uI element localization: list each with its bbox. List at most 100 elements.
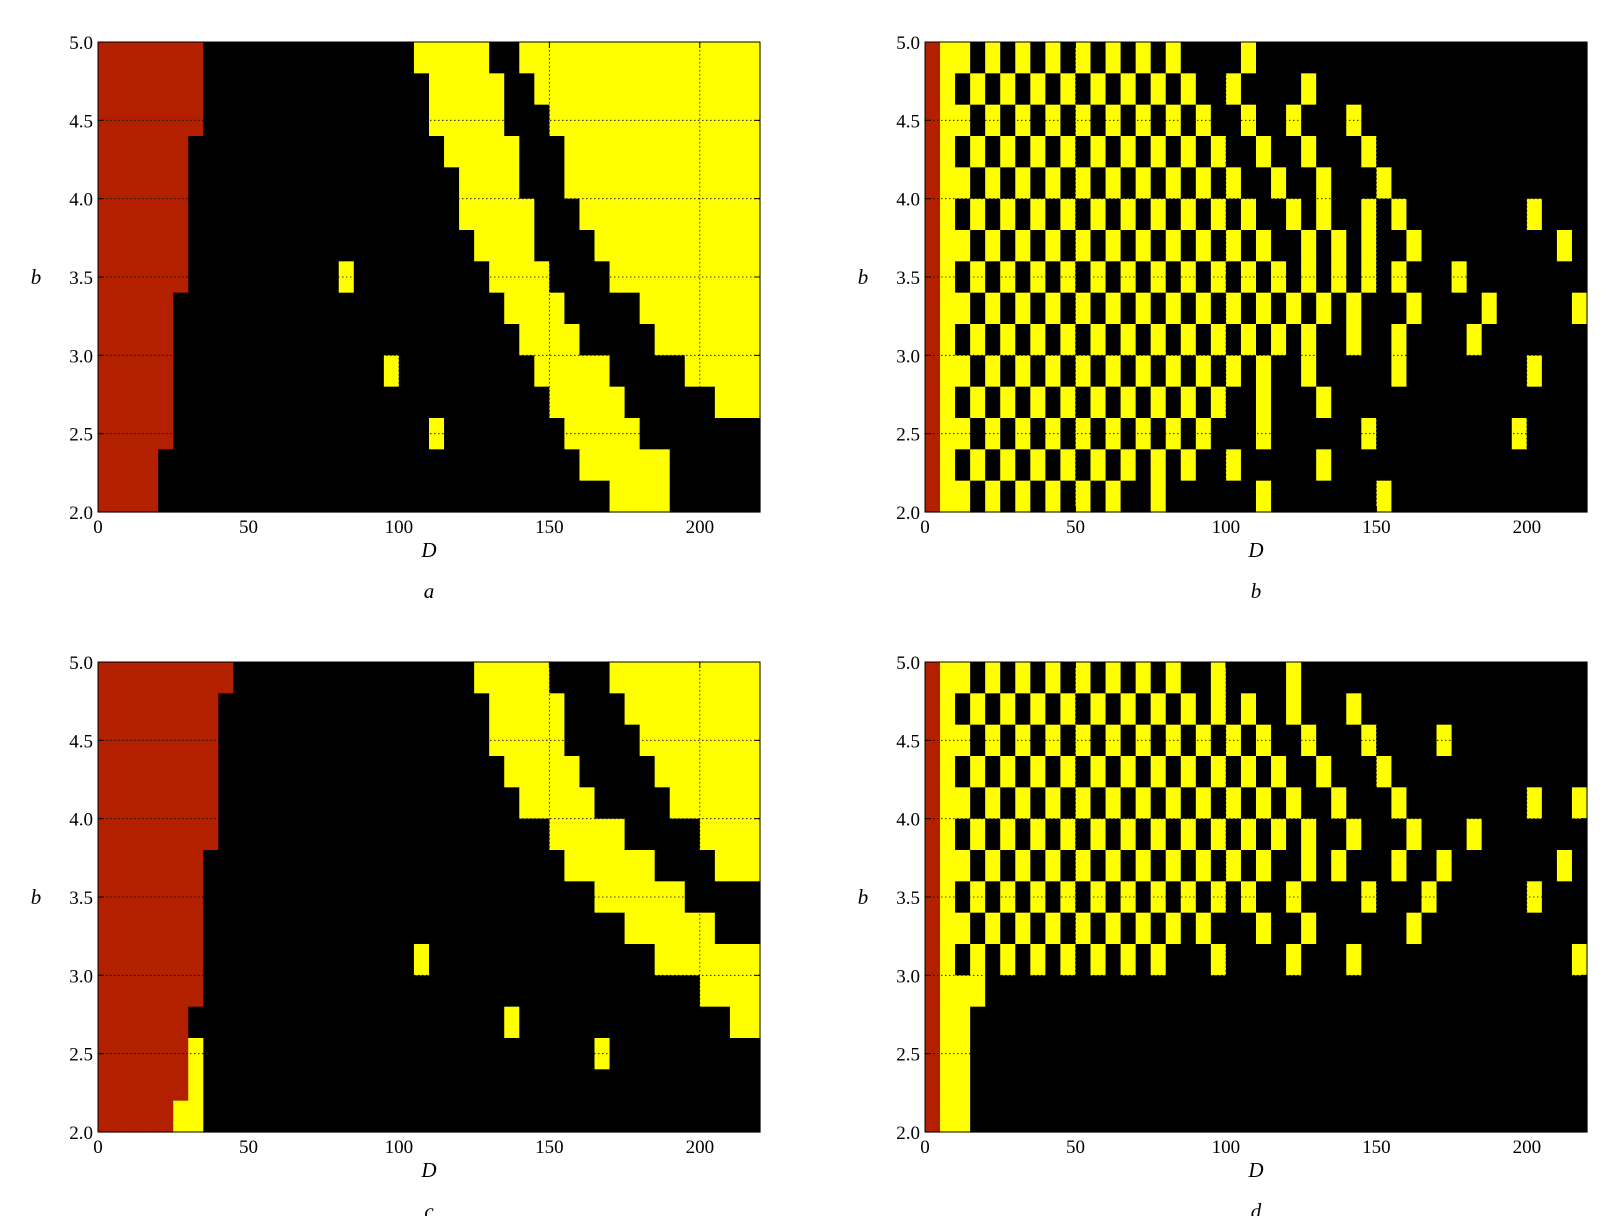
cell <box>308 230 325 262</box>
cell <box>1451 104 1468 137</box>
cell <box>940 912 956 945</box>
cell <box>1286 480 1302 513</box>
cell <box>278 136 295 168</box>
cell <box>1256 1100 1272 1133</box>
cell <box>729 104 746 137</box>
cell <box>353 136 370 168</box>
cell <box>1361 756 1377 788</box>
cell <box>368 480 385 513</box>
cell <box>940 198 956 231</box>
cell <box>1361 42 1377 74</box>
cell <box>1045 136 1062 168</box>
plot-frame <box>97 661 761 1133</box>
cell <box>1451 355 1468 388</box>
x-tick-label: 200 <box>1513 1137 1542 1158</box>
cell <box>1271 449 1287 482</box>
cell <box>263 1006 280 1039</box>
cell <box>233 198 250 231</box>
cell <box>1436 418 1453 450</box>
cell <box>1466 136 1483 168</box>
cell <box>1195 693 1212 726</box>
cell <box>383 912 400 945</box>
cell <box>248 386 265 419</box>
cell <box>1105 1100 1122 1133</box>
cell <box>323 818 340 851</box>
cell <box>1331 787 1347 820</box>
cell <box>579 355 596 388</box>
cell <box>218 386 235 419</box>
cell <box>579 693 596 726</box>
cell <box>609 449 626 482</box>
cell <box>1180 944 1197 976</box>
cell <box>654 1100 671 1133</box>
cell <box>368 787 385 820</box>
cell <box>278 850 295 882</box>
cell <box>323 104 340 137</box>
cell <box>293 756 310 788</box>
cell <box>1060 1038 1077 1070</box>
cell <box>353 881 370 914</box>
cell <box>1406 787 1423 820</box>
cell <box>263 167 280 200</box>
cell <box>338 198 355 231</box>
cell <box>1376 693 1393 726</box>
cell <box>203 850 219 882</box>
cell <box>353 261 370 294</box>
cell <box>293 73 310 106</box>
cell <box>1301 42 1317 74</box>
cell <box>1180 292 1197 325</box>
cell <box>413 693 430 726</box>
cell <box>940 42 956 74</box>
cell <box>684 912 701 945</box>
cell <box>1045 850 1062 882</box>
cell <box>1150 724 1167 757</box>
cell <box>504 324 520 356</box>
cell <box>143 449 159 482</box>
cell <box>398 912 415 945</box>
cell <box>1195 724 1212 757</box>
cell <box>263 480 280 513</box>
cell <box>1135 881 1152 914</box>
cell <box>1286 73 1302 106</box>
cell <box>1240 198 1257 231</box>
cell <box>1316 944 1332 976</box>
cell <box>1135 975 1152 1008</box>
cell <box>368 975 385 1008</box>
cell <box>1165 944 1182 976</box>
cell <box>1526 1038 1543 1070</box>
cell <box>474 912 490 945</box>
cell <box>1240 787 1257 820</box>
cell <box>744 1100 761 1133</box>
cell <box>985 230 1001 262</box>
cell <box>624 418 641 450</box>
cell <box>1225 662 1242 694</box>
cell <box>113 167 129 200</box>
cell <box>669 724 686 757</box>
cell <box>1135 724 1152 757</box>
cell <box>564 1069 581 1102</box>
cell <box>1376 944 1393 976</box>
cell <box>1150 1069 1167 1102</box>
cell <box>1406 975 1423 1008</box>
cell <box>955 850 971 882</box>
cell <box>338 480 355 513</box>
cell <box>624 386 641 419</box>
cell <box>233 355 250 388</box>
cell <box>1466 1006 1483 1039</box>
cell <box>1060 198 1077 231</box>
cell <box>955 693 971 726</box>
cell <box>955 480 971 513</box>
cell <box>489 104 505 137</box>
cell <box>1316 198 1332 231</box>
cell <box>1526 724 1543 757</box>
cell <box>1406 662 1423 694</box>
cell <box>1256 230 1272 262</box>
cell <box>1135 230 1152 262</box>
cell <box>338 324 355 356</box>
cell <box>985 449 1001 482</box>
cell <box>940 480 956 513</box>
cell <box>669 1006 686 1039</box>
cell <box>669 386 686 419</box>
